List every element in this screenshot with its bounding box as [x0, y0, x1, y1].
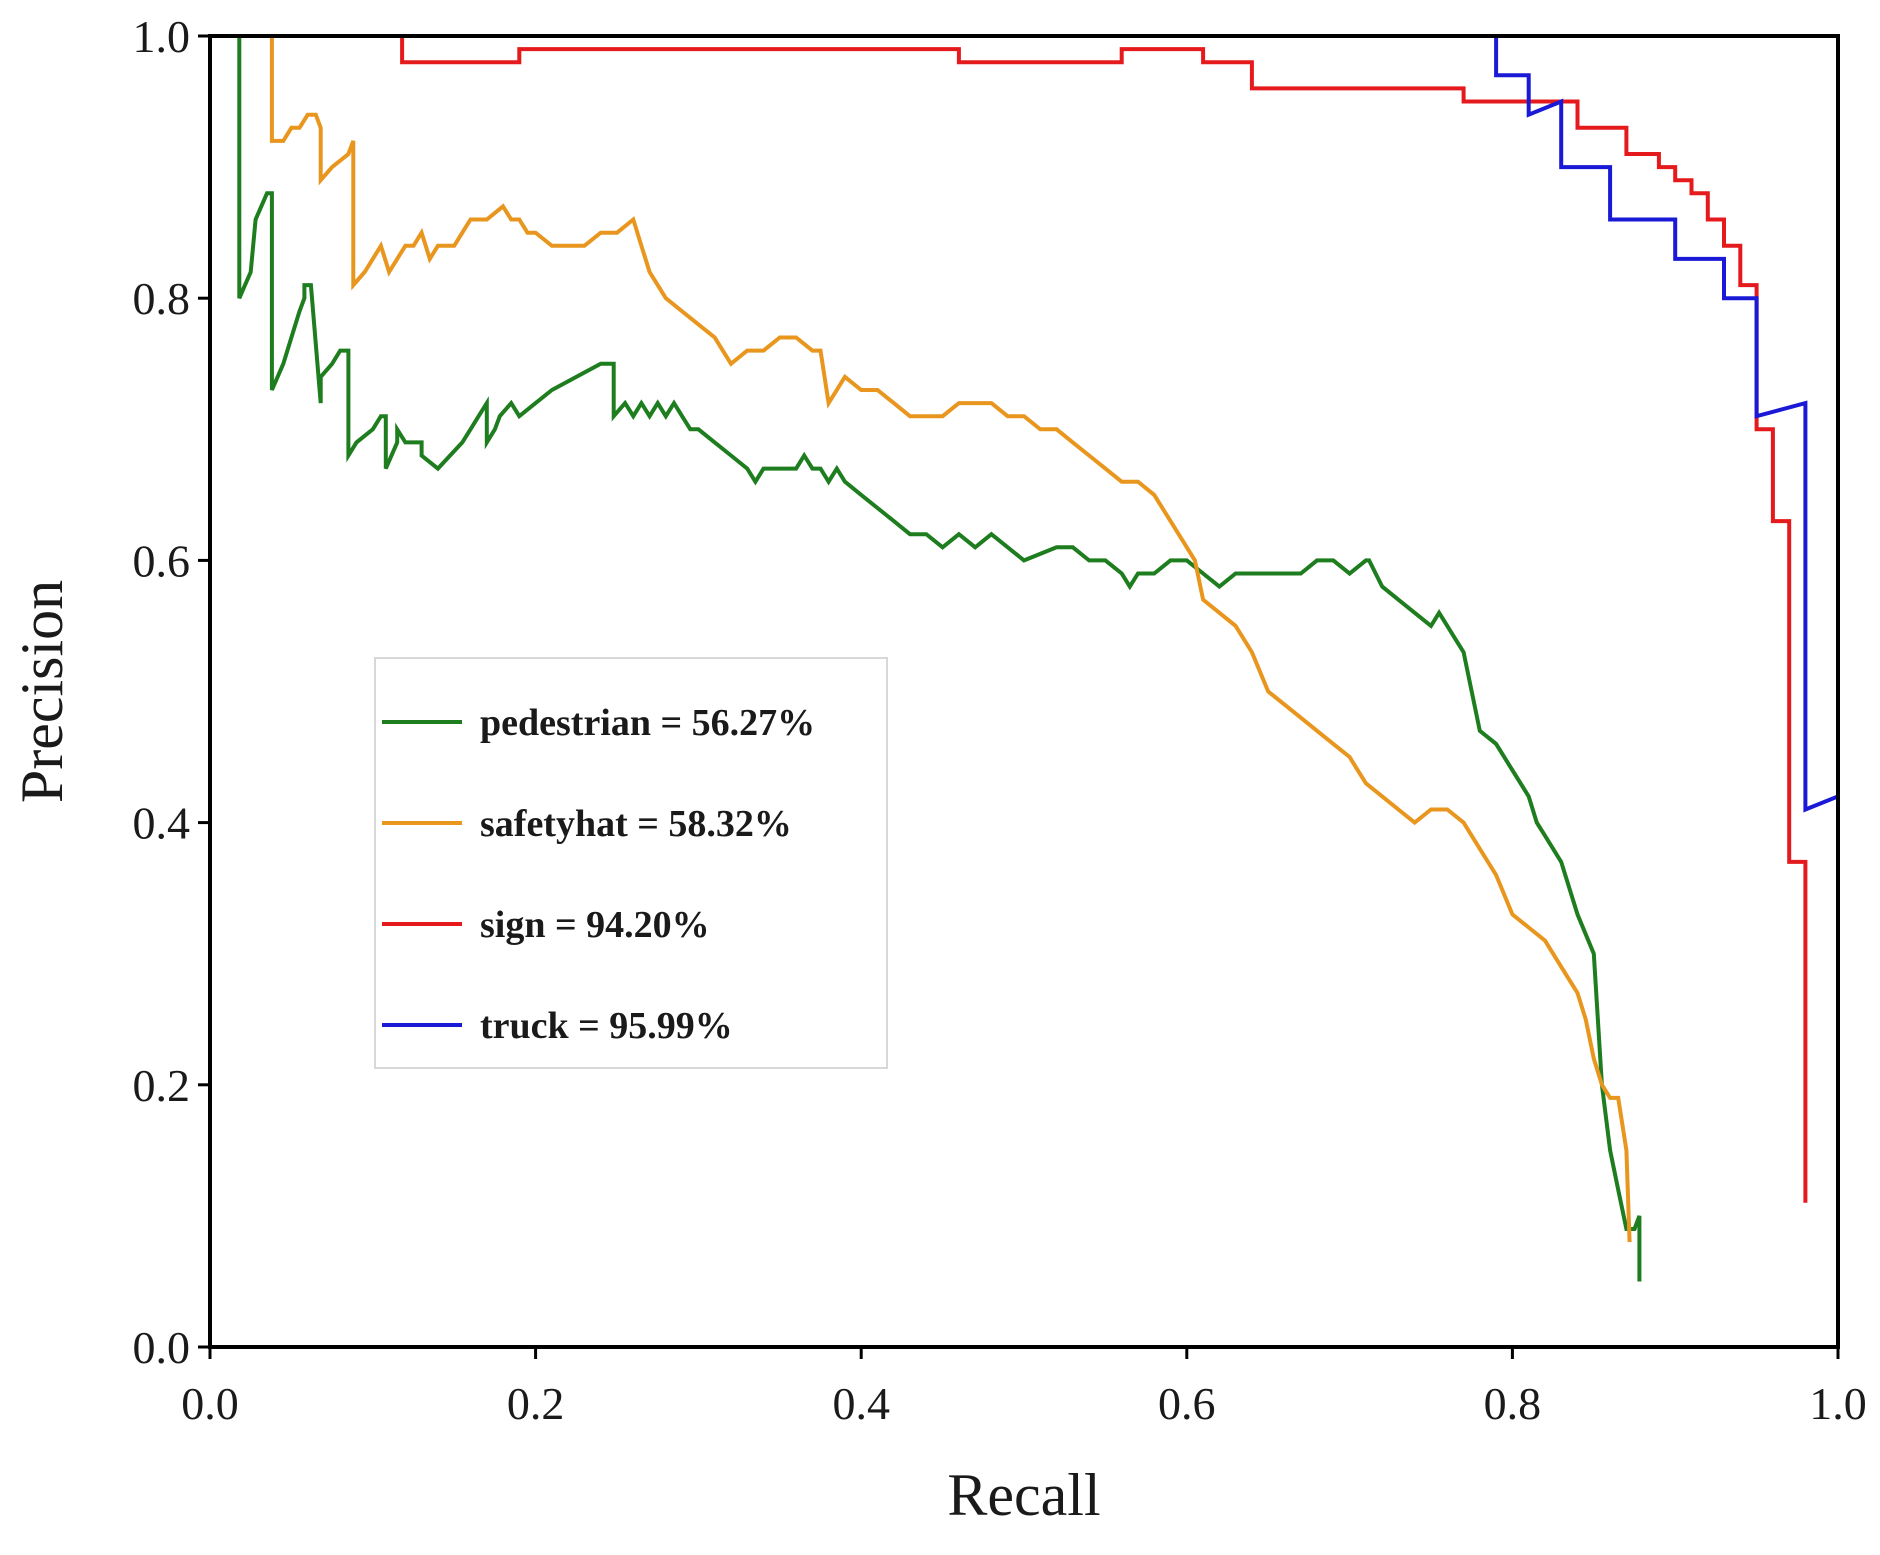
series-line-pedestrian — [210, 34, 1642, 1282]
y-tick-label: 0.4 — [133, 798, 191, 849]
legend: pedestrian = 56.27% safetyhat = 58.32% sig… — [374, 657, 888, 1069]
x-tick-label: 1.0 — [1809, 1378, 1867, 1429]
x-axis-title: Recall — [947, 1462, 1100, 1528]
y-tick-label: 1.0 — [133, 11, 191, 62]
x-tick-label: 0.6 — [1158, 1378, 1216, 1429]
series-line-safetyhat — [210, 34, 1632, 1243]
legend-items: pedestrian = 56.27% safetyhat = 58.32% sig… — [382, 702, 815, 1047]
y-tick-label: 0.2 — [133, 1060, 191, 1111]
plot-frame — [208, 34, 1840, 1349]
legend-label-pedestrian: pedestrian = 56.27% — [480, 702, 815, 744]
y-tick-label: 0.8 — [133, 273, 191, 324]
x-tick-label: 0.2 — [507, 1378, 565, 1429]
legend-label-sign: sign = 94.20% — [480, 904, 710, 946]
legend-label-safetyhat: safetyhat = 58.32% — [480, 803, 792, 845]
y-tick-label: 0.6 — [133, 535, 191, 586]
legend-label-truck: truck = 95.99% — [480, 1005, 733, 1047]
series-layer — [210, 34, 1840, 1282]
x-tick-label: 0.8 — [1484, 1378, 1542, 1429]
y-axis-title: Precision — [9, 580, 75, 803]
ticks-layer: 0.0 0.2 0.4 0.6 0.8 1.0 0.0 0.2 0.4 0.6 0.8 1.0 — [133, 11, 1867, 1429]
legend-box — [374, 657, 888, 1069]
series-line-truck — [210, 34, 1840, 1216]
y-tick-label: 0.0 — [133, 1322, 191, 1373]
x-tick-label: 0.4 — [832, 1378, 890, 1429]
x-tick-label: 0.0 — [181, 1378, 239, 1429]
